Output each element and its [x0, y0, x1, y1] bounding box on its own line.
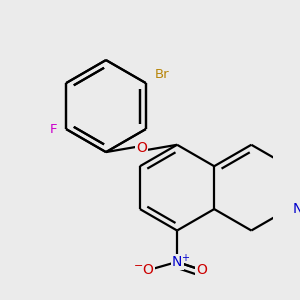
- Text: F: F: [50, 123, 57, 136]
- Text: O: O: [136, 141, 147, 155]
- Text: Br: Br: [155, 68, 170, 81]
- Text: O: O: [197, 263, 208, 277]
- Text: N: N: [293, 202, 300, 216]
- Text: O: O: [142, 263, 153, 277]
- Text: +: +: [182, 253, 189, 263]
- Text: N: N: [172, 255, 182, 269]
- Text: −: −: [134, 261, 143, 271]
